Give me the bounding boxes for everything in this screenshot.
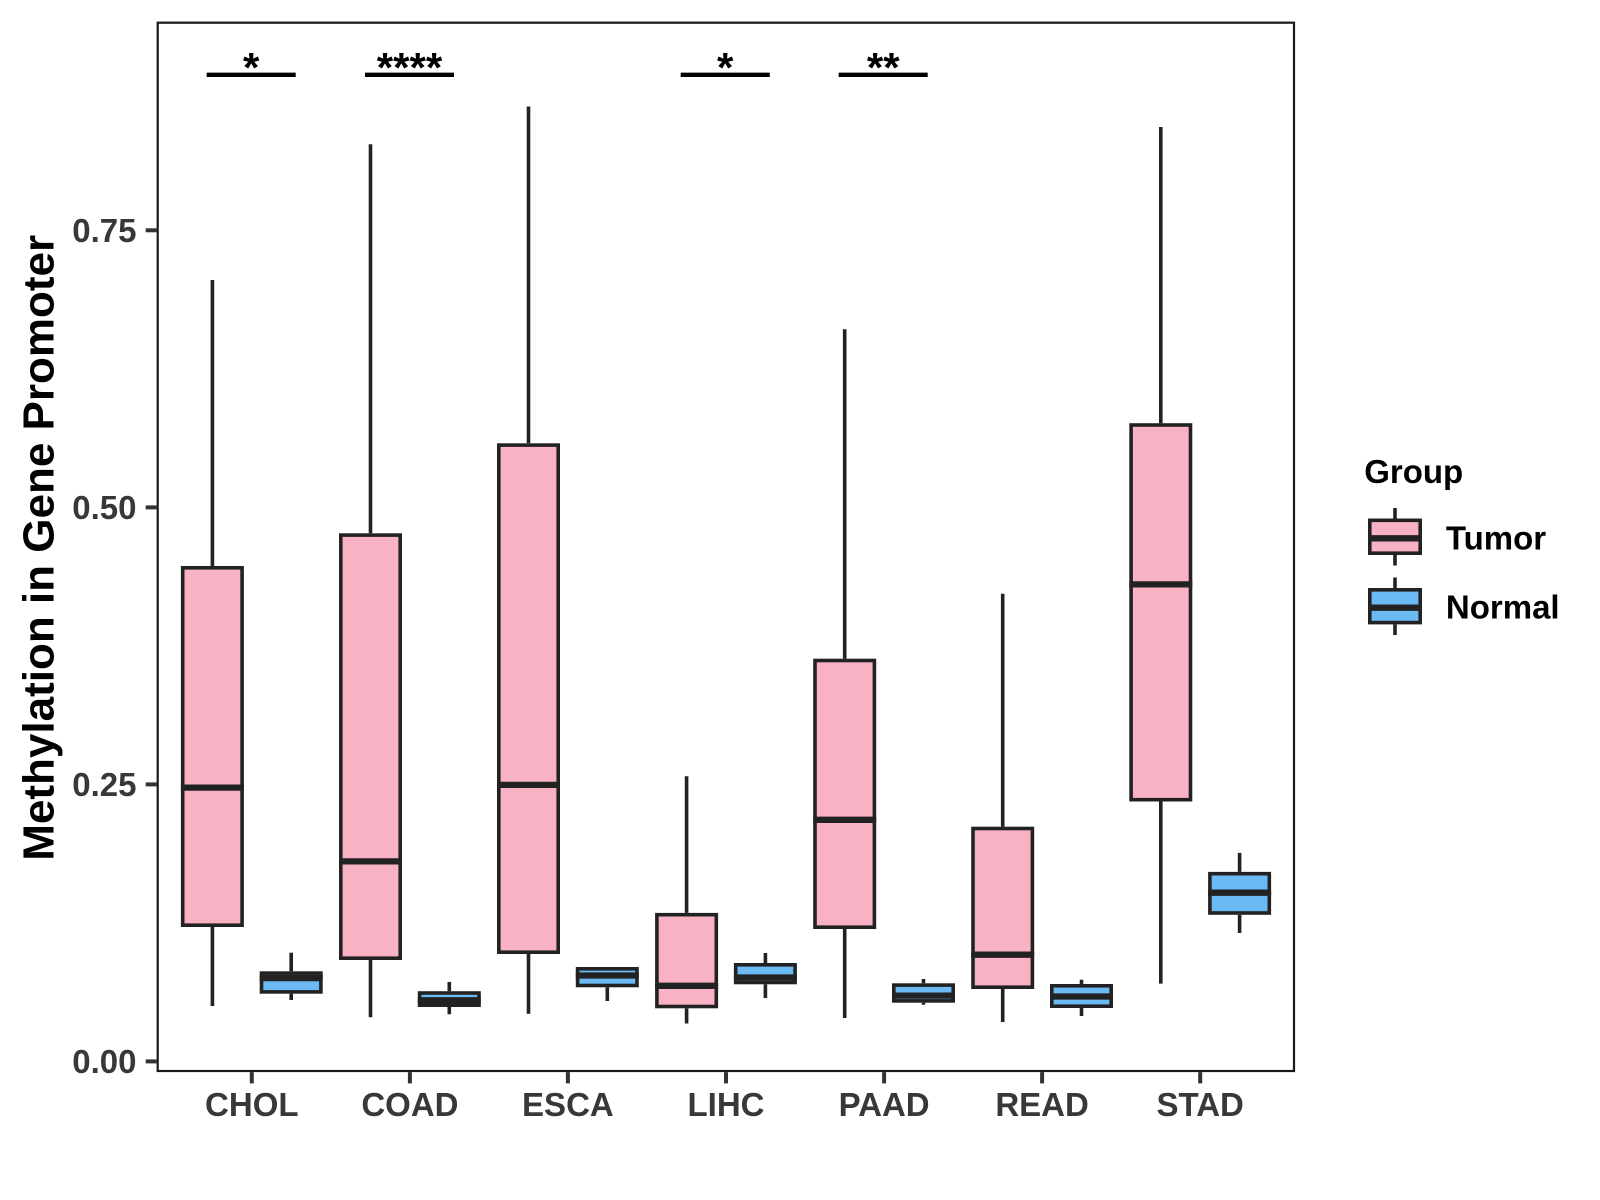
svg-text:0.25: 0.25	[72, 766, 136, 803]
svg-text:0.75: 0.75	[72, 212, 136, 249]
svg-text:Methylation in Gene Promoter: Methylation in Gene Promoter	[15, 235, 64, 861]
svg-text:CHOL: CHOL	[205, 1086, 299, 1123]
svg-text:**: **	[867, 44, 900, 91]
svg-text:0.50: 0.50	[72, 489, 136, 526]
svg-text:PAAD: PAAD	[839, 1086, 930, 1123]
svg-text:READ: READ	[995, 1086, 1089, 1123]
svg-text:STAD: STAD	[1157, 1086, 1244, 1123]
svg-text:ESCA: ESCA	[522, 1086, 614, 1123]
svg-text:Group: Group	[1364, 453, 1463, 490]
svg-text:COAD: COAD	[361, 1086, 458, 1123]
svg-text:Tumor: Tumor	[1446, 519, 1546, 556]
svg-text:0.00: 0.00	[72, 1043, 136, 1080]
svg-text:*: *	[243, 44, 260, 91]
svg-text:Normal: Normal	[1446, 589, 1560, 626]
svg-text:*: *	[717, 44, 734, 91]
svg-text:****: ****	[377, 44, 443, 91]
svg-text:LIHC: LIHC	[688, 1086, 765, 1123]
